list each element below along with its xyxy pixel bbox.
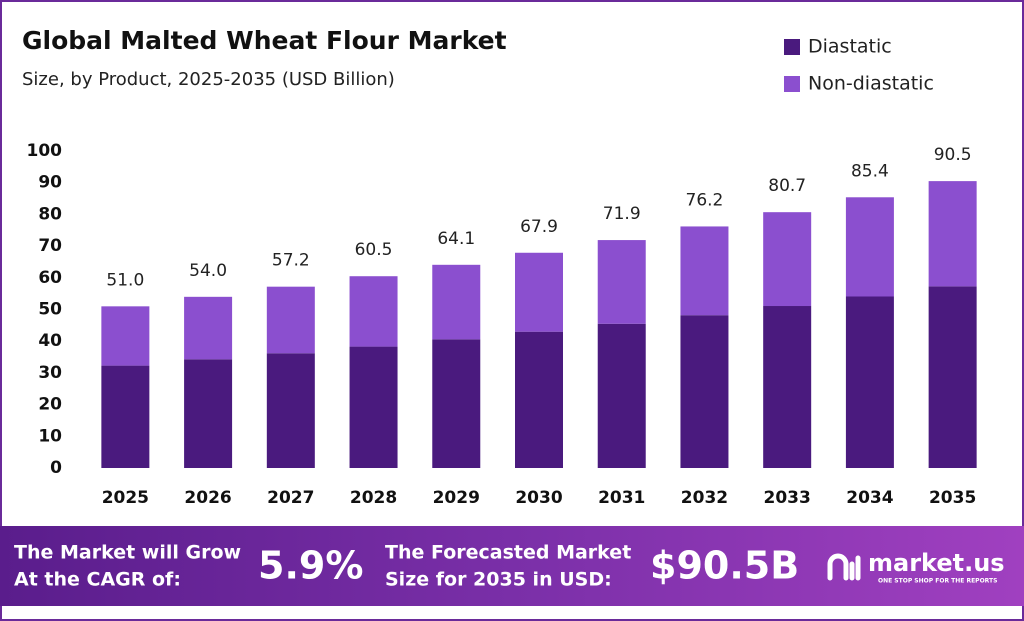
total-label: 76.2 (686, 190, 724, 210)
total-label: 67.9 (520, 217, 558, 237)
bar-segment (928, 286, 977, 468)
bar-segment (432, 339, 481, 468)
legend-label: Non-diastatic (808, 73, 934, 95)
chart-title: Global Malted Wheat Flour Market (22, 26, 507, 55)
legend-swatch (784, 39, 800, 55)
y-tick-label: 60 (38, 268, 62, 288)
y-tick-label: 30 (38, 363, 62, 383)
bar-segment (597, 240, 646, 324)
total-label: 85.4 (851, 161, 889, 181)
bar-segment (349, 276, 398, 347)
bar-segment (101, 365, 150, 468)
legend-swatch (784, 76, 800, 92)
y-tick-label: 90 (38, 173, 62, 193)
x-tick-label: 2033 (764, 488, 811, 508)
x-tick-label: 2028 (350, 488, 397, 508)
cagr-text: At the CAGR of: (14, 569, 181, 591)
bar-segment (432, 264, 481, 340)
x-tick-label: 2030 (515, 488, 562, 508)
total-label: 90.5 (934, 145, 972, 165)
forecast-value: $90.5B (650, 544, 799, 588)
y-tick-label: 80 (38, 204, 62, 224)
total-label: 57.2 (272, 251, 310, 271)
bar-segment (763, 212, 812, 307)
y-tick-label: 10 (38, 426, 62, 446)
cagr-text: The Market will Grow (14, 542, 241, 564)
bar-segment (266, 286, 315, 354)
forecast-text: The Forecasted Market (385, 542, 631, 564)
y-tick-label: 40 (38, 331, 62, 351)
x-tick-label: 2027 (267, 488, 314, 508)
x-tick-label: 2034 (846, 488, 893, 508)
brand: market.us (868, 549, 1005, 577)
x-tick-label: 2031 (598, 488, 645, 508)
bar-segment (845, 197, 894, 297)
tagline: ONE STOP SHOP FOR THE REPORTS (878, 578, 997, 585)
bar-segment (266, 353, 315, 468)
bar-segment (928, 181, 977, 287)
brand-logo (827, 553, 861, 581)
total-label: 64.1 (437, 229, 475, 249)
cagr-value: 5.9% (258, 544, 363, 588)
x-tick-label: 2029 (433, 488, 480, 508)
x-tick-label: 2032 (681, 488, 728, 508)
bar-segment (763, 306, 812, 468)
bar-segment (515, 252, 563, 332)
bar-segment (101, 306, 150, 366)
total-label: 51.0 (106, 270, 144, 290)
total-label: 71.9 (603, 204, 641, 224)
y-tick-label: 20 (38, 395, 62, 415)
legend-label: Diastatic (808, 36, 892, 58)
bar-segment (845, 296, 894, 468)
y-tick-label: 70 (38, 236, 62, 256)
bar-segment (680, 315, 729, 468)
bar-segment (184, 359, 233, 468)
x-tick-label: 2035 (929, 488, 976, 508)
chart-subtitle: Size, by Product, 2025-2035 (USD Billion… (22, 69, 395, 90)
y-tick-label: 50 (38, 300, 62, 320)
bar-segment (349, 346, 398, 468)
bar-segment (515, 331, 563, 468)
y-tick-label: 100 (27, 141, 63, 161)
bar-segment (680, 226, 729, 316)
bar-segment (184, 296, 233, 360)
total-label: 80.7 (768, 176, 806, 196)
y-tick-label: 0 (50, 458, 62, 478)
bar-segment (597, 323, 646, 468)
x-tick-label: 2025 (102, 488, 149, 508)
forecast-text: Size for 2035 in USD: (385, 569, 612, 591)
x-tick-label: 2026 (184, 488, 231, 508)
total-label: 54.0 (189, 261, 227, 281)
total-label: 60.5 (355, 240, 393, 260)
